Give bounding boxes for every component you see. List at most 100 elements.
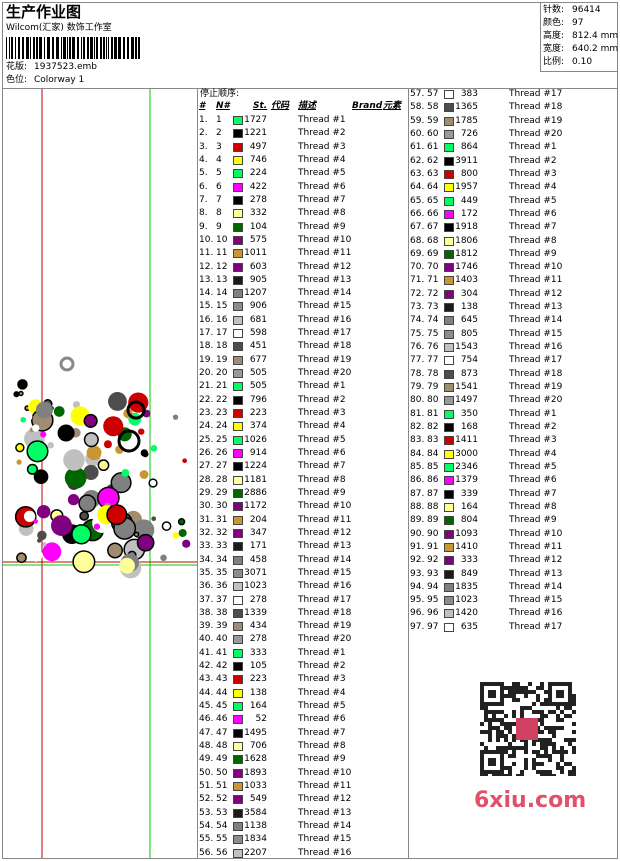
stitch-shape	[97, 459, 110, 472]
stitches: 1026	[244, 434, 267, 445]
pattern-block	[560, 758, 564, 762]
pattern-block	[564, 738, 568, 742]
pattern-block	[536, 762, 540, 766]
seq: 95.	[410, 595, 425, 606]
swatch	[444, 316, 454, 326]
stitches: 1093	[455, 528, 478, 539]
pattern-block	[536, 710, 540, 714]
pattern-block	[484, 730, 488, 734]
stitch-shape	[37, 504, 51, 519]
stitch-shape	[172, 532, 179, 539]
stitches: 497	[249, 141, 267, 152]
thread: Thread #4	[298, 421, 346, 432]
pattern-block	[560, 726, 564, 730]
stitches: 677	[249, 354, 267, 365]
pattern-block	[47, 37, 50, 59]
seq: 17.	[199, 328, 214, 339]
pattern-block	[484, 706, 488, 710]
seq: 29.	[199, 487, 214, 498]
seq: 66.	[410, 208, 425, 219]
pattern-block	[118, 37, 121, 59]
seq: 92.	[410, 555, 425, 566]
pattern-block	[61, 37, 62, 59]
pattern-block	[564, 762, 568, 766]
needle: 29	[216, 487, 228, 498]
swatch	[444, 343, 454, 353]
swatch	[444, 409, 454, 419]
swatch	[233, 768, 243, 778]
pattern-block	[540, 710, 544, 714]
stitches: 1410	[455, 541, 478, 552]
stitches: 706	[249, 741, 267, 752]
swatch	[444, 449, 454, 459]
stat-value: 96414	[572, 5, 601, 15]
pattern-block	[520, 714, 524, 718]
seq: 26.	[199, 448, 214, 458]
needle: 58	[427, 102, 439, 113]
pattern-block	[528, 690, 532, 694]
stitch-shape	[23, 510, 36, 523]
swatch	[233, 555, 243, 565]
pattern-block	[508, 722, 512, 726]
swatch	[444, 129, 454, 139]
seq: 51.	[199, 781, 214, 791]
swatch	[233, 702, 243, 712]
table-header: 描述	[298, 101, 317, 111]
thread: Thread #20	[509, 395, 563, 406]
needle: 87	[427, 488, 439, 499]
pattern-block	[568, 774, 572, 776]
swatch	[233, 502, 243, 512]
stitch-shape	[178, 528, 187, 538]
stitches: 726	[460, 128, 478, 139]
stat-label: 针数:	[543, 5, 565, 15]
swatch	[233, 475, 243, 485]
pattern-block	[572, 730, 576, 734]
pattern-block	[488, 758, 496, 766]
needle: 81	[427, 408, 439, 419]
pattern-block	[508, 742, 512, 746]
stat-value: 812.4 mm	[572, 31, 619, 41]
seq: 12.	[199, 261, 214, 272]
thread: Thread #17	[298, 594, 352, 605]
pattern-block	[508, 754, 512, 758]
needle: 85	[427, 461, 439, 472]
needle: 84	[427, 448, 439, 459]
thread: Thread #13	[298, 274, 352, 285]
pattern-block	[540, 722, 544, 726]
stitches: 1834	[244, 834, 267, 845]
seq: 56.	[199, 847, 214, 858]
needle: 6	[216, 181, 222, 192]
thread: Thread #3	[298, 408, 346, 419]
needle: 36	[216, 581, 228, 592]
thread: Thread #1	[298, 647, 346, 658]
pattern-block	[18, 37, 20, 59]
pattern-block	[9, 37, 10, 59]
thread: Thread #11	[298, 781, 352, 791]
pattern-block	[496, 726, 500, 730]
stitches: 1379	[455, 475, 478, 486]
pattern-block	[516, 690, 520, 694]
stitch-shape	[117, 429, 141, 453]
stitch-shape	[47, 442, 54, 449]
pattern-block	[520, 774, 524, 776]
thread: Thread #19	[509, 115, 563, 126]
stitches: 1746	[455, 262, 478, 273]
seq: 59.	[410, 115, 425, 126]
pattern-block	[114, 37, 117, 59]
pattern-block	[72, 37, 75, 59]
pattern-block	[488, 718, 492, 722]
thread: Thread #12	[298, 527, 352, 538]
stitches: 1023	[455, 595, 478, 606]
seq: 88.	[410, 501, 425, 512]
pattern-block	[552, 746, 556, 750]
thread: Thread #2	[298, 394, 346, 405]
thread: Thread #15	[298, 301, 352, 312]
seq: 74.	[410, 315, 425, 326]
stitch-shape	[139, 470, 149, 479]
pattern-block	[560, 766, 564, 770]
stitch-shape	[119, 557, 135, 574]
stitch-shape	[51, 515, 72, 536]
pattern-block	[524, 686, 528, 690]
pattern-block	[516, 746, 520, 750]
pattern-block	[524, 706, 528, 710]
